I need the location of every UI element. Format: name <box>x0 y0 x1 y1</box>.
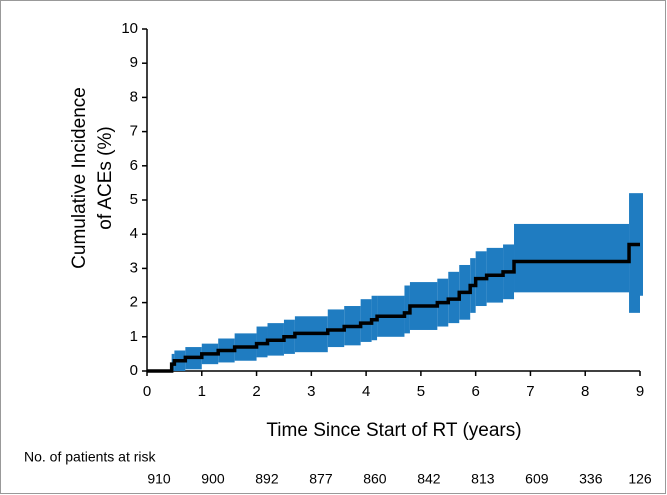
y-tick-label: 9 <box>130 54 138 71</box>
ci-band <box>629 193 640 313</box>
risk-table-title: No. of patients at risk <box>24 449 157 465</box>
x-tick-label: 9 <box>636 383 644 400</box>
ci-band <box>640 193 643 296</box>
y-tick-label: 1 <box>130 328 138 345</box>
risk-count: 336 <box>579 471 603 487</box>
ci-band <box>404 285 410 334</box>
ci-band <box>360 299 372 342</box>
risk-count: 126 <box>628 471 652 487</box>
y-axis-label: Cumulative Incidence <box>69 87 90 269</box>
risk-count: 813 <box>471 471 495 487</box>
risk-count: 910 <box>147 471 171 487</box>
x-tick-label: 3 <box>307 383 315 400</box>
y-tick-label: 6 <box>130 157 138 174</box>
risk-count: 609 <box>525 471 549 487</box>
ci-band <box>514 223 630 293</box>
y-tick-label: 0 <box>130 362 138 379</box>
x-axis-label: Time Since Start of RT (years) <box>266 420 521 441</box>
y-tick-label: 8 <box>130 88 138 105</box>
risk-count: 842 <box>417 471 441 487</box>
risk-count: 892 <box>255 471 279 487</box>
y-tick-label: 2 <box>130 294 138 311</box>
x-tick-label: 0 <box>143 383 151 400</box>
y-tick-label: 7 <box>130 123 138 140</box>
risk-count: 860 <box>363 471 387 487</box>
x-tick-label: 7 <box>526 383 534 400</box>
risk-count: 900 <box>201 471 225 487</box>
x-tick-label: 5 <box>417 383 425 400</box>
y-tick-label: 4 <box>130 225 138 242</box>
risk-count: 877 <box>309 471 333 487</box>
x-tick-label: 2 <box>252 383 260 400</box>
incidence-curve <box>147 242 640 373</box>
x-tick-label: 6 <box>471 383 479 400</box>
y-tick-label: 5 <box>130 191 138 208</box>
y-tick-label: 10 <box>121 20 138 37</box>
x-tick-label: 4 <box>362 383 370 400</box>
x-tick-label: 1 <box>198 383 206 400</box>
x-tick-label: 8 <box>581 383 589 400</box>
y-tick-label: 3 <box>130 259 138 276</box>
y-axis-label: of ACEs (%) <box>95 126 116 229</box>
